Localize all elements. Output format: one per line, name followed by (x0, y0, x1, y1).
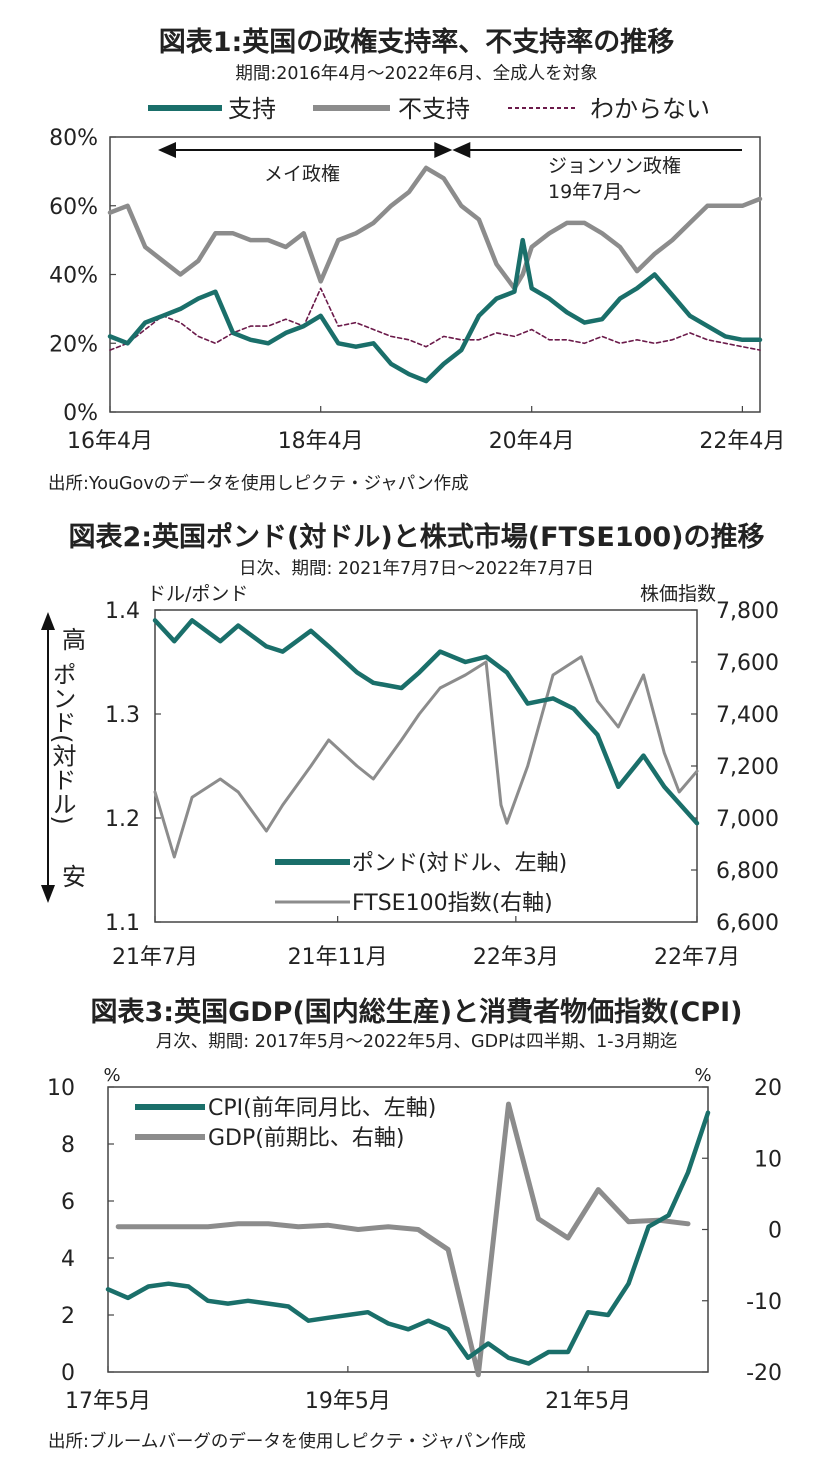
chart1-johnson-arrow-head (452, 142, 471, 158)
chart3-subtitle: 月次、期間: 2017年5月～2022年5月、GDPは四半期、1-3月期迄 (155, 1032, 678, 1052)
chart3-right-unit: % (694, 1065, 711, 1086)
chart1-y-tick-label: 60% (49, 195, 98, 220)
chart3-y-left-tick-label: 2 (61, 1304, 75, 1329)
chart2-side-label-middle: ポンド(対ドル) (48, 662, 76, 825)
chart2-side-arrow-up (41, 612, 55, 630)
chart2-series-gbp-line (152, 618, 700, 826)
chart2-side-arrow-down (41, 885, 55, 903)
chart1-may-arrow-head-left (158, 142, 176, 158)
chart1-x-tick-label: 20年4月 (489, 429, 575, 454)
chart3-y-right-tick-label: 10 (754, 1147, 782, 1172)
chart2-y-right-tick-label: 6,800 (716, 859, 779, 884)
chart2-y-right-tick-label: 7,600 (716, 651, 779, 676)
chart1-annotation-johnson-2: 19年7月～ (548, 181, 641, 203)
chart3-x-tick-label: 21年5月 (545, 1389, 631, 1414)
chart1-y-tick-label: 0% (63, 401, 98, 426)
chart3-x-tick-label: 19年5月 (305, 1389, 391, 1414)
chart1-x-tick-label: 18年4月 (278, 429, 364, 454)
chart1-x-tick-label: 22年4月 (699, 429, 785, 454)
chart3-series-cpi-line (105, 1110, 711, 1366)
chart1-y-tick-label: 80% (49, 126, 98, 151)
chart3-y-left-tick-label: 10 (47, 1076, 75, 1101)
chart1-svg: 0% 20% 40% 60% 80% 16年4月 18年4月 20年4月 22年4月 メイ政権 ジョ… (49, 95, 785, 454)
chart1-may-arrow-head-right (434, 142, 453, 158)
chart2-y-right-tick-label: 7,200 (716, 755, 779, 780)
chart2-left-unit: ドル/ポンド (147, 583, 248, 605)
chart2-side-label-high: 高 (62, 626, 86, 654)
chart3-y-left-tick-label: 0 (61, 1361, 75, 1386)
chart1-annotation-johnson-1: ジョンソン政権 (548, 155, 681, 177)
chart1-series-support-line (107, 237, 763, 384)
chart1-source: 出所:YouGovのデータを使用しピクテ・ジャパン作成 (48, 474, 469, 494)
chart1-subtitle: 期間:2016年4月～2022年6月、全成人を対象 (235, 64, 598, 84)
chart3-left-unit: % (103, 1065, 120, 1086)
chart3-x-tick-label: 17年5月 (65, 1389, 151, 1414)
chart2-y-left-tick-label: 1.1 (105, 911, 140, 936)
chart2-x-tick-label: 21年11月 (288, 945, 388, 970)
chart2-y-left-tick-label: 1.3 (105, 703, 140, 728)
chart1-legend-oppose-label: 不支持 (398, 95, 470, 123)
chart3-y-left-tick-label: 8 (61, 1133, 75, 1158)
chart2-legend-gbp-label: ポンド(対ドル、左軸) (352, 851, 567, 876)
chart1-series-unknown-line (109, 287, 761, 351)
chart3-y-right-tick-label: 0 (768, 1219, 782, 1244)
chart1-title: 図表1:英国の政権支持率、不支持率の推移 (158, 27, 675, 58)
chart2-x-tick-label: 22年3月 (473, 945, 559, 970)
chart2-x-tick-label: 22年7月 (654, 945, 740, 970)
chart1-annotation-may: メイ政権 (264, 163, 340, 185)
chart2-right-unit: 株価指数 (640, 583, 716, 605)
chart2-legend-ftse-label: FTSE100指数(右軸) (352, 891, 553, 916)
chart3-y-right-tick-label: 20 (754, 1076, 782, 1101)
chart2-y-right-tick-label: 7,800 (716, 599, 779, 624)
chart1-legend-unknown-label: わからない (590, 95, 710, 123)
chart2-series-ftse-line (153, 655, 699, 859)
chart2-y-right-tick-label: 6,600 (716, 911, 779, 936)
chart2-y-left-tick-label: 1.2 (105, 807, 140, 832)
chart1-y-tick-label: 40% (49, 264, 98, 289)
chart2-subtitle: 日次、期間: 2021年7月7日～2022年7月7日 (238, 559, 595, 579)
chart2-side-label-low: 安 (62, 863, 86, 891)
chart3-svg: 0 2 4 6 8 10 -20 -10 0 10 20 17年5月 19年5月 21年5月% % CPI(前… (47, 1065, 782, 1414)
chart3-source: 出所:ブルームバーグのデータを使用しピクテ・ジャパン作成 (48, 1432, 526, 1452)
chart2-y-left-tick-label: 1.4 (105, 599, 140, 624)
chart2-title: 図表2:英国ポンド(対ドル)と株式市場(FTSE100)の推移 (68, 522, 765, 553)
chart3-title: 図表3:英国GDP(国内総生産)と消費者物価指数(CPI) (90, 997, 743, 1028)
chart1-legend-support-label: 支持 (228, 95, 276, 123)
chart1-series-oppose-line (107, 165, 763, 291)
chart2-y-right-tick-label: 7,000 (716, 807, 779, 832)
chart3-legend-gdp-label: GDP(前期比、右軸) (208, 1126, 404, 1151)
chart3-legend-cpi-label: CPI(前年同月比、左軸) (208, 1096, 436, 1121)
chart1-x-tick-label: 16年4月 (67, 429, 153, 454)
chart3-y-left-tick-label: 4 (61, 1247, 75, 1272)
chart2-svg: 1.1 1.2 1.3 1.4 6,600 6,800 7,000 7,200 7,400 7,6… (41, 583, 779, 970)
chart1-y-tick-label: 20% (49, 332, 98, 357)
chart3-series-gdp-line (115, 1101, 691, 1378)
chart3-y-right-tick-label: -20 (746, 1361, 782, 1386)
chart3-y-left-tick-label: 6 (61, 1190, 75, 1215)
chart3-y-right-tick-label: -10 (746, 1290, 782, 1315)
chart2-x-tick-label: 21年7月 (112, 945, 198, 970)
chart2-y-right-tick-label: 7,400 (716, 703, 779, 728)
